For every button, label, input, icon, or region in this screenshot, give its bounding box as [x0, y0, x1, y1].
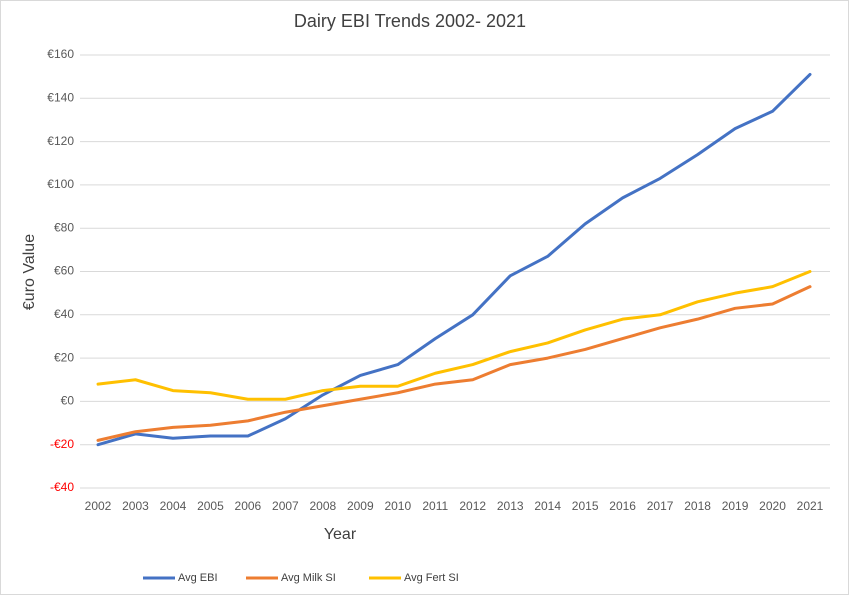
x-tick-label: 2020 [759, 499, 786, 513]
x-tick-label: 2016 [609, 499, 636, 513]
x-tick-label: 2003 [122, 499, 149, 513]
x-tick-label: 2015 [572, 499, 599, 513]
y-tick-label: €60 [54, 264, 74, 278]
x-tick-label: 2002 [85, 499, 112, 513]
x-tick-label: 2019 [722, 499, 749, 513]
x-tick-label: 2013 [497, 499, 524, 513]
y-tick-label: -€40 [50, 480, 74, 494]
x-tick-label: 2006 [235, 499, 262, 513]
y-axis-title: €uro Value [21, 234, 38, 310]
y-tick-label: €40 [54, 307, 74, 321]
x-tick-label: 2007 [272, 499, 299, 513]
y-tick-label: €160 [47, 47, 74, 61]
series-line [96, 285, 812, 442]
y-tick-label: €140 [47, 90, 74, 104]
y-tick-label: €20 [54, 350, 74, 364]
x-tick-label: 2017 [647, 499, 674, 513]
x-tick-label: 2012 [459, 499, 486, 513]
x-tick-label: 2009 [347, 499, 374, 513]
y-tick-label: €80 [54, 220, 74, 234]
x-tick-label: 2018 [684, 499, 711, 513]
x-tick-label: 2011 [422, 499, 448, 513]
chart-title: Dairy EBI Trends 2002- 2021 [294, 11, 526, 31]
x-tick-label: 2004 [160, 499, 187, 513]
y-tick-label: €100 [47, 177, 74, 191]
series-line [96, 270, 812, 401]
x-tick-label: 2008 [309, 499, 336, 513]
y-tick-label: €0 [61, 394, 75, 408]
y-tick-label: -€20 [50, 437, 74, 451]
x-tick-label: 2005 [197, 499, 224, 513]
x-axis-title: Year [324, 526, 357, 543]
x-tick-label: 2021 [797, 499, 824, 513]
legend-label: Avg Milk SI [281, 572, 336, 584]
series-line [96, 72, 812, 447]
y-tick-label: €120 [47, 134, 74, 148]
legend-label: Avg EBI [178, 572, 218, 584]
legend-label: Avg Fert SI [404, 572, 459, 584]
x-tick-label: 2010 [384, 499, 411, 513]
x-tick-label: 2014 [534, 499, 561, 513]
